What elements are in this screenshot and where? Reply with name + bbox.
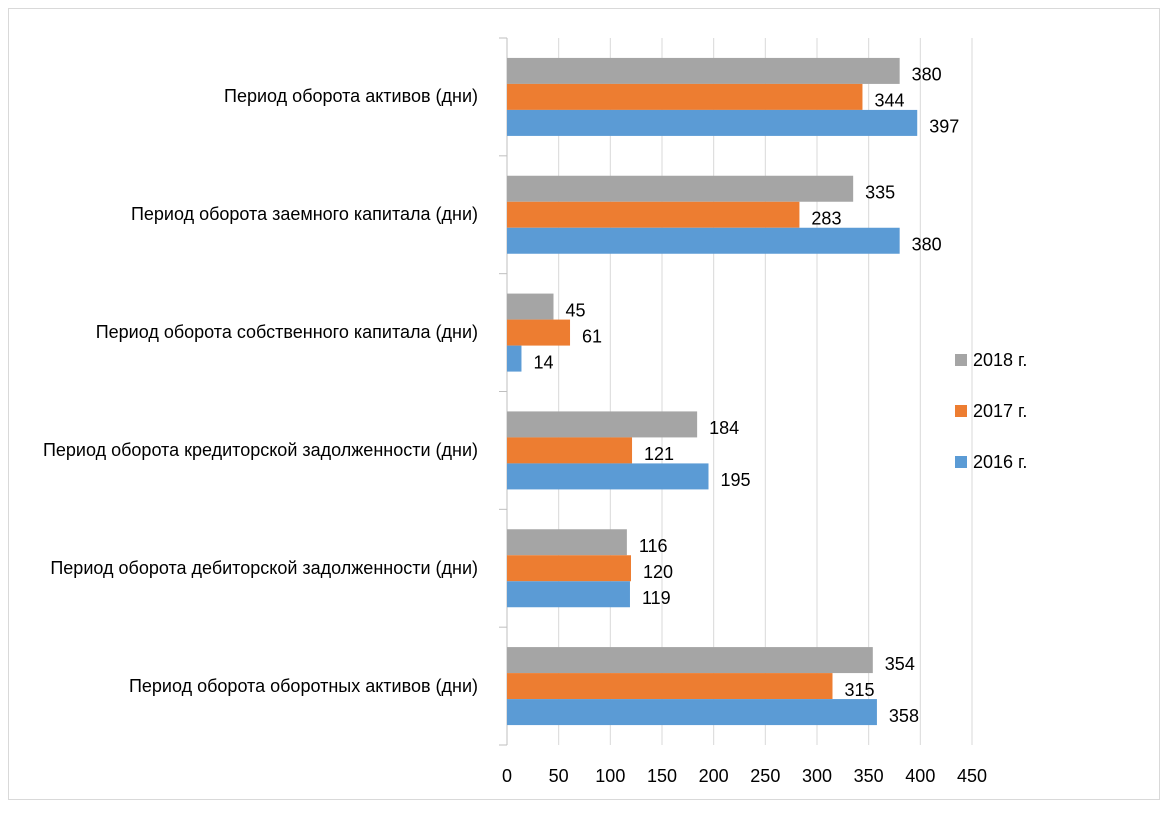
bar [507, 345, 522, 372]
data-label: 14 [533, 352, 553, 372]
data-label: 335 [865, 183, 895, 203]
category-label-wrap: Период оборота оборотных активов (дни) [18, 627, 478, 745]
category-label-wrap: Период оборота кредиторской задолженност… [18, 392, 478, 510]
category-label-wrap: Период оборота дебиторской задолженности… [18, 509, 478, 627]
data-label: 195 [721, 470, 751, 490]
bar [507, 437, 633, 464]
x-tick-label: 0 [502, 766, 512, 786]
data-label: 119 [642, 588, 671, 608]
bar [507, 529, 627, 556]
data-label: 283 [811, 209, 841, 229]
legend-label: 2018 г. [973, 350, 1027, 370]
category-label-box: Период оборота заемного капитала (дни) [18, 156, 478, 274]
bar [507, 581, 630, 608]
legend-swatch [955, 354, 967, 366]
data-label: 344 [874, 91, 904, 111]
y-tick-label: Период оборота оборотных активов (дни) [128, 675, 478, 696]
bar [507, 201, 800, 228]
data-label: 315 [845, 680, 875, 700]
data-label: 397 [929, 117, 959, 137]
category-label-wrap: Период оборота собственного капитала (дн… [18, 274, 478, 392]
x-tick-label: 250 [750, 766, 780, 786]
data-label: 61 [582, 326, 602, 346]
data-label: 380 [912, 65, 942, 85]
data-label: 45 [566, 300, 586, 320]
legend-label: 2016 г. [973, 452, 1027, 472]
category-label-box: Период оборота активов (дни) [18, 38, 478, 156]
legend-label: 2017 г. [973, 401, 1027, 421]
y-tick-label: Период оборота кредиторской задолженност… [42, 439, 478, 460]
bar [507, 227, 900, 254]
data-label: 358 [889, 706, 919, 726]
x-tick-label: 150 [647, 766, 677, 786]
data-label: 121 [644, 444, 674, 464]
bar [507, 109, 918, 136]
y-tick-label: Период оборота заемного капитала (дни) [130, 204, 478, 225]
category-label-box: Период оборота оборотных активов (дни) [18, 627, 478, 745]
legend-swatch [955, 456, 967, 468]
x-tick-label: 200 [699, 766, 729, 786]
bar [507, 175, 854, 202]
data-label: 120 [643, 562, 673, 582]
bar [507, 411, 698, 438]
bar [507, 57, 900, 84]
category-label-wrap: Период оборота заемного капитала (дни) [18, 156, 478, 274]
data-label: 116 [639, 536, 668, 556]
bar [507, 647, 873, 674]
y-tick-label: Период оборота дебиторской задолженности… [50, 557, 478, 578]
category-label-box: Период оборота собственного капитала (дн… [18, 274, 478, 392]
x-tick-label: 100 [595, 766, 625, 786]
data-label: 184 [709, 418, 739, 438]
bar [507, 293, 554, 320]
bar [507, 699, 877, 726]
x-tick-label: 300 [802, 766, 832, 786]
data-label: 354 [885, 654, 915, 674]
bar [507, 83, 863, 110]
y-tick-label: Период оборота собственного капитала (дн… [95, 322, 478, 343]
bar [507, 673, 833, 700]
bar [507, 555, 631, 582]
bar [507, 319, 571, 346]
legend-swatch [955, 405, 967, 417]
category-label-wrap: Период оборота активов (дни) [18, 38, 478, 156]
bar [507, 463, 709, 490]
x-tick-label: 350 [854, 766, 884, 786]
category-label-box: Период оборота кредиторской задолженност… [18, 392, 478, 510]
data-label: 380 [912, 235, 942, 255]
category-label-box: Период оборота дебиторской задолженности… [18, 509, 478, 627]
x-tick-label: 50 [549, 766, 569, 786]
y-tick-label: Период оборота активов (дни) [224, 86, 478, 107]
x-tick-label: 450 [957, 766, 987, 786]
x-tick-label: 400 [905, 766, 935, 786]
